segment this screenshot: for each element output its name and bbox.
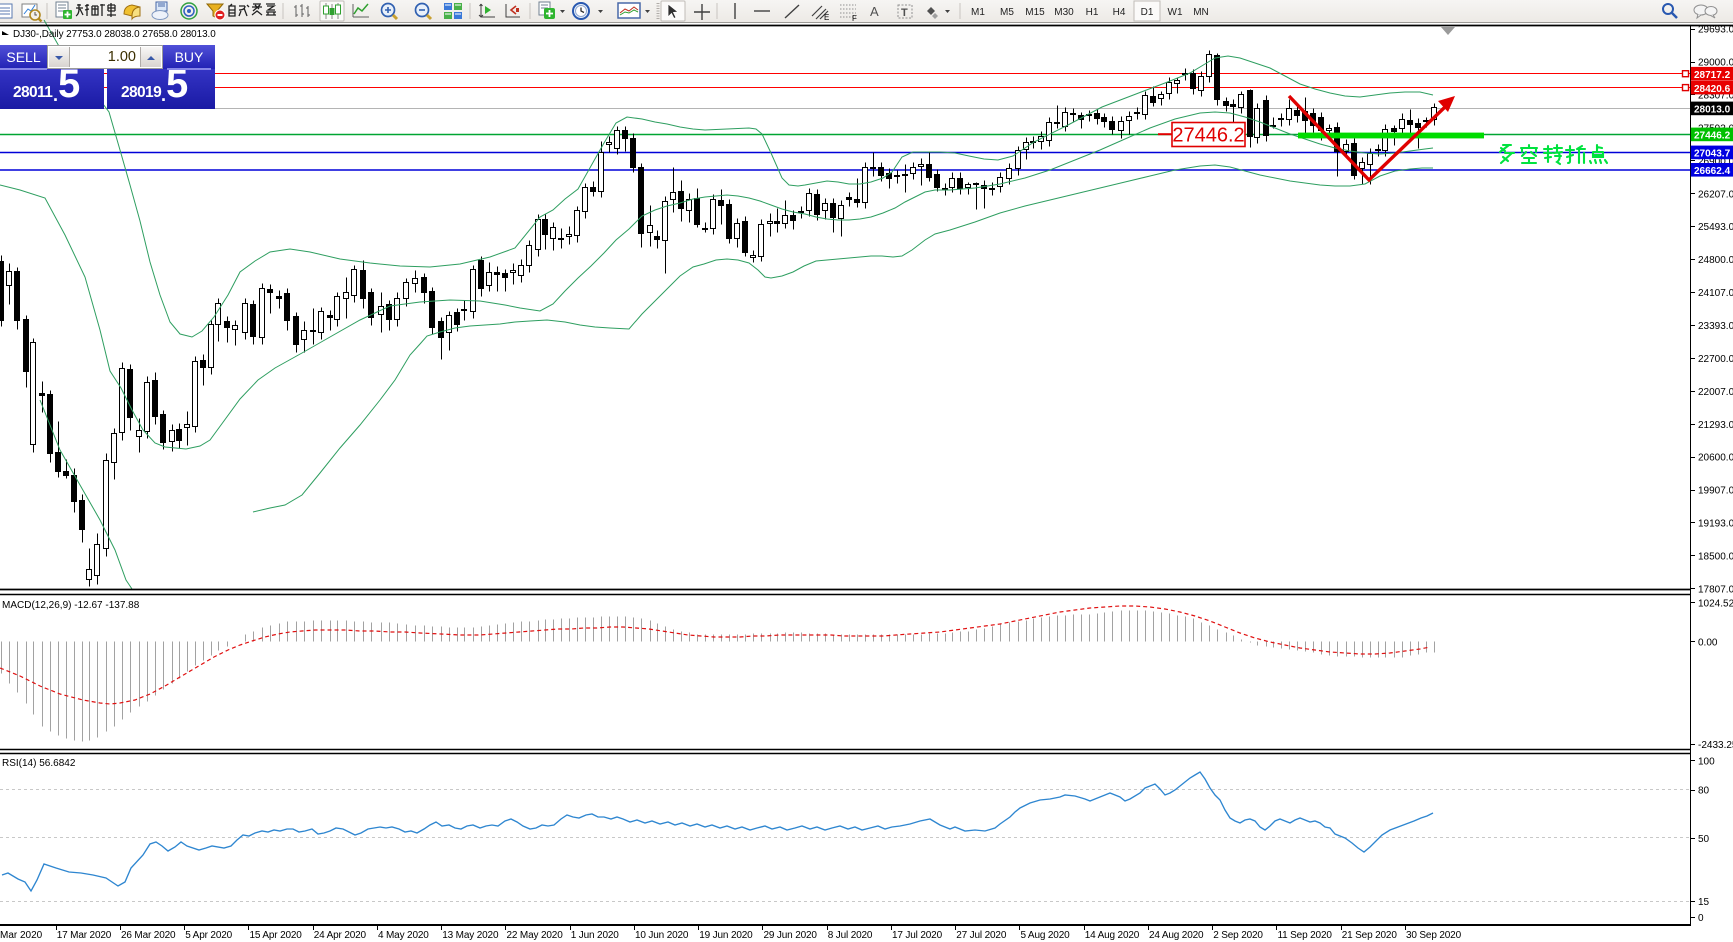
svg-text:17 Jul 2020: 17 Jul 2020: [892, 930, 943, 941]
svg-text:8 Jul 2020: 8 Jul 2020: [828, 930, 873, 941]
svg-text:22700.0: 22700.0: [1698, 354, 1733, 365]
svg-text:DJ30-,Daily 27753.0 28038.0 2: DJ30-,Daily 27753.0 28038.0 27658.0 2801…: [13, 29, 216, 40]
svg-text:H1: H1: [1086, 7, 1099, 18]
svg-text:M5: M5: [1000, 7, 1014, 18]
svg-text:14 Aug 2020: 14 Aug 2020: [1085, 930, 1140, 941]
svg-text:-2433.25: -2433.25: [1698, 740, 1733, 751]
svg-text:H4: H4: [1113, 7, 1126, 18]
svg-text:25493.0: 25493.0: [1698, 222, 1733, 233]
svg-text:0: 0: [1698, 913, 1704, 924]
svg-text:T: T: [901, 7, 908, 19]
svg-text:21 Sep 2020: 21 Sep 2020: [1342, 930, 1398, 941]
svg-text:18500.0: 18500.0: [1698, 551, 1733, 562]
svg-text:0.00: 0.00: [1698, 637, 1718, 648]
svg-text:24107.0: 24107.0: [1698, 288, 1733, 299]
svg-text:W1: W1: [1168, 7, 1183, 18]
svg-text:20600.0: 20600.0: [1698, 453, 1733, 464]
svg-text:24 Apr 2020: 24 Apr 2020: [314, 930, 367, 941]
svg-text:28717.2: 28717.2: [1694, 70, 1731, 81]
svg-text:13 May 2020: 13 May 2020: [442, 930, 499, 941]
svg-text:30 Sep 2020: 30 Sep 2020: [1406, 930, 1462, 941]
svg-text:17807.0: 17807.0: [1698, 584, 1733, 595]
svg-text:26662.4: 26662.4: [1694, 166, 1731, 177]
svg-text:4 May 2020: 4 May 2020: [378, 930, 429, 941]
svg-text:11 Sep 2020: 11 Sep 2020: [1277, 930, 1332, 941]
svg-text:28307.0: 28307.0: [1698, 91, 1733, 102]
svg-text:24 Aug 2020: 24 Aug 2020: [1149, 930, 1204, 941]
svg-text:19907.0: 19907.0: [1698, 486, 1733, 497]
svg-text:29 Jun 2020: 29 Jun 2020: [763, 930, 817, 941]
svg-text:15 Apr 2020: 15 Apr 2020: [249, 930, 302, 941]
svg-text:29000.0: 29000.0: [1698, 58, 1733, 69]
svg-text:26207.0: 26207.0: [1698, 189, 1733, 200]
svg-text:100: 100: [1698, 757, 1715, 768]
svg-text:21293.0: 21293.0: [1698, 420, 1733, 431]
svg-text:RSI(14) 56.6842: RSI(14) 56.6842: [2, 758, 76, 769]
svg-text:26 Mar 2020: 26 Mar 2020: [121, 930, 176, 941]
svg-text:22007.0: 22007.0: [1698, 387, 1733, 398]
svg-text:MN: MN: [1193, 7, 1209, 18]
svg-text:29693.0: 29693.0: [1698, 25, 1733, 36]
svg-text:M1: M1: [971, 7, 985, 18]
svg-text:15: 15: [1698, 897, 1710, 908]
svg-text:M15: M15: [1025, 7, 1045, 18]
svg-text:2 Sep 2020: 2 Sep 2020: [1213, 930, 1263, 941]
svg-text:1 Jun 2020: 1 Jun 2020: [571, 930, 620, 941]
svg-text:28013.0: 28013.0: [1694, 105, 1731, 116]
svg-text:1024.52: 1024.52: [1698, 598, 1733, 609]
svg-text:27 Jul 2020: 27 Jul 2020: [956, 930, 1007, 941]
svg-text:17 Mar 2020: 17 Mar 2020: [57, 930, 112, 941]
svg-text:D1: D1: [1141, 7, 1154, 18]
svg-text:27446.2: 27446.2: [1694, 131, 1731, 142]
svg-text:27446.2: 27446.2: [1172, 125, 1244, 147]
svg-text:10 Jun 2020: 10 Jun 2020: [635, 930, 689, 941]
svg-text:50: 50: [1698, 834, 1710, 845]
svg-text:80: 80: [1698, 786, 1710, 797]
svg-text:Mar 2020: Mar 2020: [0, 930, 43, 941]
svg-text:22 May 2020: 22 May 2020: [506, 930, 563, 941]
svg-text:27043.7: 27043.7: [1694, 149, 1731, 160]
svg-text:F: F: [852, 14, 857, 22]
svg-text:19193.0: 19193.0: [1698, 519, 1733, 530]
svg-text:5 Aug 2020: 5 Aug 2020: [1020, 930, 1070, 941]
svg-text:E: E: [824, 13, 829, 22]
svg-text:A: A: [870, 4, 879, 19]
svg-text:26900.0: 26900.0: [1698, 156, 1733, 167]
svg-text:23393.0: 23393.0: [1698, 321, 1733, 332]
svg-text:24800.0: 24800.0: [1698, 255, 1733, 266]
svg-text:5 Apr 2020: 5 Apr 2020: [185, 930, 232, 941]
svg-text:MACD(12,26,9) -12.67 -137.88: MACD(12,26,9) -12.67 -137.88: [2, 600, 140, 611]
svg-text:19 Jun 2020: 19 Jun 2020: [699, 930, 753, 941]
svg-text:28420.6: 28420.6: [1694, 84, 1731, 95]
svg-text:M30: M30: [1054, 7, 1074, 18]
